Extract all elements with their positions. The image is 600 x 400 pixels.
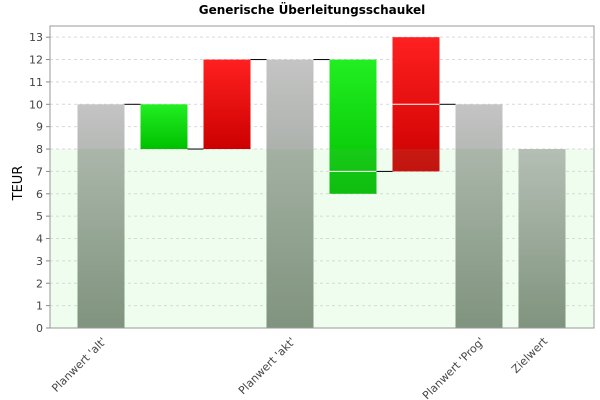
y-tick-label: 9: [36, 121, 43, 134]
bar-target-tint: [77, 149, 125, 328]
bar-target-tint: [455, 149, 503, 328]
total-bar: [266, 59, 314, 329]
y-tick-label: 8: [36, 143, 43, 156]
x-category-label: Planwert 'Prog': [420, 335, 487, 400]
y-tick-label: 6: [36, 188, 43, 201]
y-tick-label: 13: [29, 31, 43, 44]
y-tick-label: 7: [36, 165, 43, 178]
y-tick-label: 12: [29, 54, 43, 67]
y-tick-label: 10: [29, 98, 43, 111]
plot-border: [49, 25, 595, 329]
decrease-bar: [203, 59, 251, 150]
x-category-label: Planwert 'alt': [49, 335, 109, 395]
total-bar: [518, 149, 566, 328]
y-tick-label: 2: [36, 277, 43, 290]
y-tick-label: 1: [36, 300, 43, 313]
y-tick-label: 5: [36, 210, 43, 223]
x-category-label: Zielwert: [509, 334, 551, 376]
bar-target-tint: [392, 149, 440, 172]
y-tick-label: 3: [36, 255, 43, 268]
chart-title: Generische Überleitungsschaukel: [199, 2, 425, 17]
bar-target-tint: [518, 149, 566, 328]
total-bar: [455, 104, 503, 328]
total-bar: [77, 104, 125, 328]
y-tick-label: 0: [36, 322, 43, 335]
x-category-label: Planwert 'akt': [236, 335, 298, 397]
y-axis-label: TEUR: [11, 166, 26, 202]
y-tick-label: 11: [29, 76, 43, 89]
bar-target-tint: [266, 149, 314, 328]
increase-bar: [140, 104, 188, 150]
y-tick-label: 4: [36, 233, 43, 246]
